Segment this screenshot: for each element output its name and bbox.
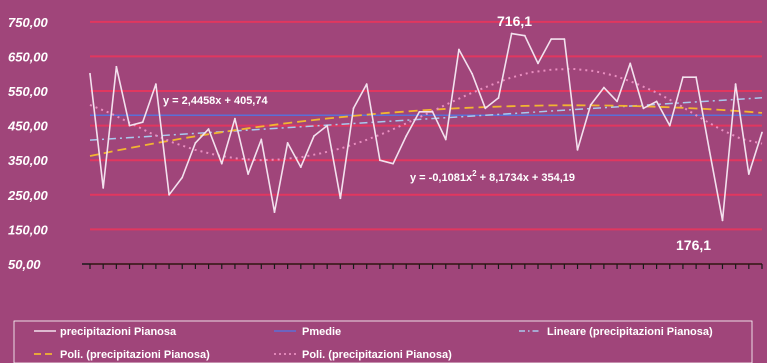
annotations: y = 2,4458x + 405,74 y = -0,1081x2 + 8,1… — [163, 13, 711, 253]
data-point — [181, 176, 184, 179]
gridlines — [90, 20, 762, 265]
annotation-min-value: 176,1 — [676, 237, 711, 253]
data-point — [616, 100, 618, 103]
series-poly-trend-line — [89, 67, 763, 162]
poly-equation-main: y = -0,1081x — [410, 172, 473, 184]
y-axis-ticks: 750,00 650,00 550,00 450,00 350,00 250,00 150,… — [7, 15, 49, 272]
poly-equation-rest: + 8,1734x + 354,19 — [477, 172, 575, 184]
data-point — [576, 148, 579, 151]
data-point — [484, 107, 487, 110]
data-point — [458, 48, 460, 51]
data-point — [563, 38, 566, 41]
data-point — [629, 62, 632, 65]
data-point — [405, 135, 408, 137]
data-point — [260, 138, 263, 141]
legend-label: precipitazioni Pianosa — [60, 326, 177, 338]
data-point — [154, 83, 157, 86]
data-point — [115, 65, 118, 68]
data-point — [273, 211, 276, 214]
annotation-poly-equation: y = -0,1081x2 + 8,1734x + 354,19 — [410, 169, 575, 184]
y-tick-label: 650,00 — [8, 49, 49, 64]
poly-equation-sup: 2 — [472, 169, 477, 178]
y-tick-label: 350,00 — [8, 153, 49, 168]
legend: precipitazioni Pianosa Pmedie Lineare (p… — [13, 320, 753, 363]
data-point — [589, 103, 592, 106]
y-tick-label: 50,00 — [8, 257, 41, 272]
data-point — [141, 121, 144, 124]
data-point — [721, 219, 724, 222]
data-point — [708, 148, 711, 151]
data-point — [102, 186, 105, 189]
data-point — [234, 117, 236, 120]
y-tick-label: 750,00 — [8, 15, 49, 30]
x-axis — [82, 263, 763, 269]
y-tick-label: 250,00 — [7, 188, 49, 203]
data-point — [339, 197, 342, 200]
data-point — [194, 142, 197, 144]
data-point — [734, 83, 737, 86]
legend-entry: precipitazioni Pianosa — [34, 326, 177, 338]
data-point — [220, 162, 223, 165]
data-point — [313, 135, 315, 137]
y-tick-label: 450,00 — [7, 119, 49, 134]
data-point — [497, 97, 500, 99]
data-point — [128, 124, 131, 127]
data-point — [695, 76, 698, 79]
data-point — [431, 110, 434, 113]
legend-label: Lineare (precipitazioni Pianosa) — [547, 326, 713, 338]
data-point — [365, 83, 368, 86]
data-point — [326, 124, 329, 127]
data-point — [247, 173, 250, 175]
data-point — [207, 128, 210, 130]
annotation-linear-equation: y = 2,4458x + 405,74 — [163, 95, 268, 107]
legend-entry: Pmedie — [274, 326, 341, 338]
series-precipitazioni-line — [89, 32, 763, 222]
legend-label: Poli. (precipitazioni Pianosa) — [302, 349, 452, 361]
y-tick-label: 550,00 — [8, 84, 49, 99]
data-point — [168, 193, 170, 196]
data-point — [392, 162, 394, 165]
legend-entry: Poli. (precipitazioni Pianosa) — [34, 349, 210, 361]
legend-entry: Poli. (precipitazioni Pianosa) — [274, 349, 452, 361]
data-point — [89, 72, 91, 75]
data-point — [444, 138, 447, 141]
data-point — [761, 131, 763, 134]
data-point — [550, 38, 553, 41]
data-point — [523, 34, 526, 37]
legend-label: Pmedie — [302, 326, 341, 338]
data-point — [286, 142, 289, 144]
data-point — [682, 76, 684, 79]
annotation-max-value: 716,1 — [497, 13, 532, 29]
data-point — [471, 72, 474, 75]
data-point — [537, 62, 539, 65]
data-point — [352, 107, 355, 110]
data-point — [299, 166, 302, 169]
legend-box — [13, 320, 753, 363]
data-point — [747, 173, 750, 175]
series-layer — [89, 32, 763, 222]
data-point — [602, 86, 605, 89]
data-point — [418, 110, 421, 113]
y-tick-label: 150,00 — [8, 222, 49, 237]
data-point — [378, 159, 381, 162]
data-point — [510, 32, 513, 35]
legend-label: Poli. (precipitazioni Pianosa) — [60, 349, 210, 361]
data-point — [668, 124, 671, 127]
legend-entry: Lineare (precipitazioni Pianosa) — [519, 326, 713, 338]
data-point — [642, 107, 645, 110]
data-point — [655, 100, 658, 103]
